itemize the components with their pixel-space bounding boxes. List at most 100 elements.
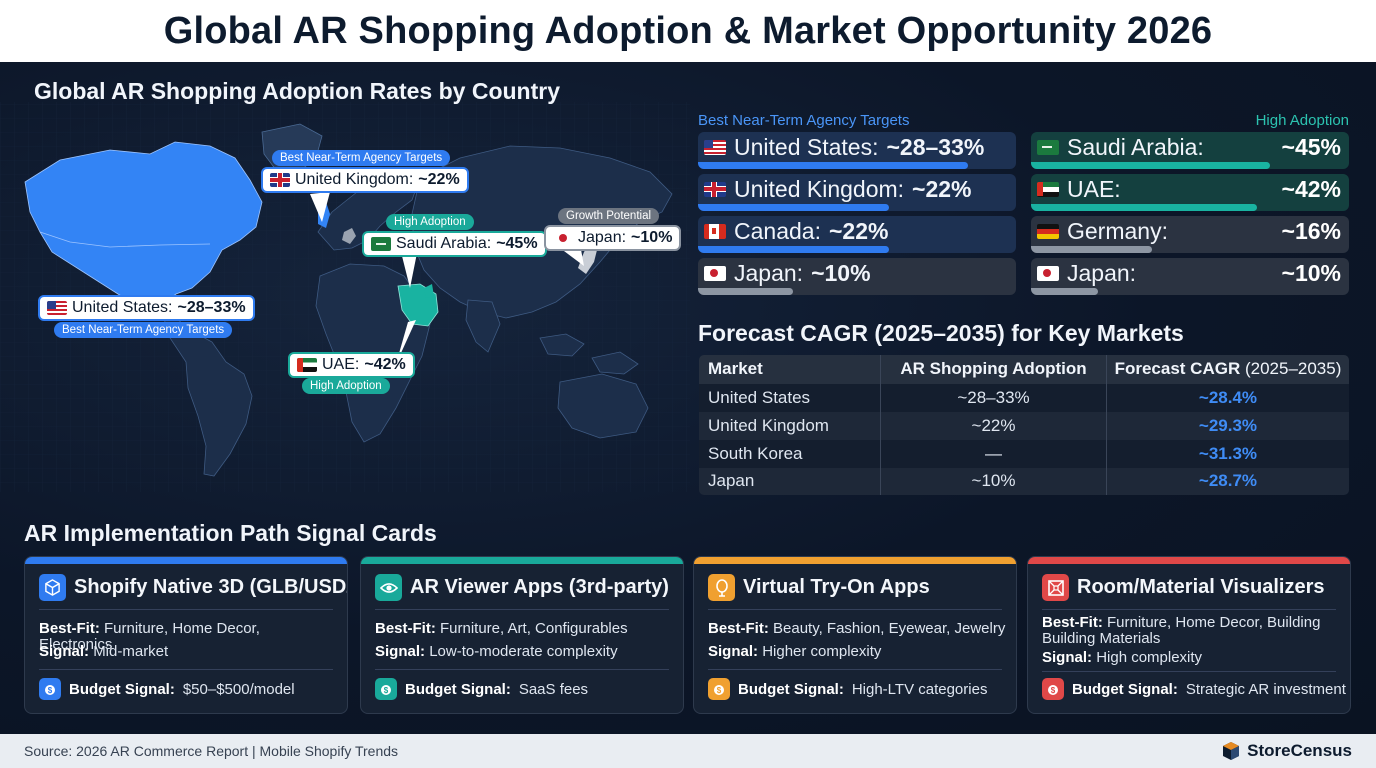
money-bag-icon: $: [39, 678, 61, 700]
bar-label: UAE:: [1037, 176, 1121, 203]
budget-value: SaaS fees: [518, 680, 589, 698]
bar-row: Japan: ~10%: [1031, 258, 1349, 295]
budget-label: Budget Signal:: [738, 680, 844, 698]
bestfit-label: Best-Fit:: [375, 620, 436, 637]
money-bag-icon: $: [708, 678, 730, 700]
card-signal: Signal: Low-to-moderate complexity: [375, 644, 673, 660]
card-divider: [1042, 609, 1336, 610]
uk-callout: United Kingdom: ~22%: [261, 167, 469, 193]
jp-flag-icon: [704, 266, 726, 281]
uk-callout-value: ~22%: [418, 171, 460, 188]
bar-label: Japan: ~10%: [704, 260, 871, 287]
forecast-table: Market AR Shopping Adoption Forecast CAG…: [698, 354, 1350, 496]
bar-value: ~42%: [1281, 176, 1341, 202]
bestfit-value: Furniture, Art, Configurables: [440, 620, 628, 637]
bestfit-value: Beauty, Fashion, Eyewear, Jewelry: [773, 620, 1006, 637]
bar-country: Japan:: [734, 260, 804, 286]
title-bar: Global AR Shopping Adoption & Market Opp…: [0, 0, 1376, 62]
card-title: AR Viewer Apps (3rd-party): [410, 576, 669, 598]
bar-value: ~22%: [828, 218, 889, 244]
card-bestfit: Best-Fit: Beauty, Fashion, Eyewear, Jewe…: [708, 621, 1006, 637]
bar-fill: [1031, 162, 1270, 169]
sa-flag-icon: [371, 237, 391, 251]
col-header-cagr: Forecast CAGR (2025–2035): [1106, 355, 1349, 384]
cube-icon: [39, 574, 66, 601]
us-callout-country: United States:: [72, 299, 173, 316]
col-header-cagr-range: (2025–2035): [1244, 359, 1342, 379]
bar-value: ~16%: [1281, 218, 1341, 244]
signal-card-shopify-3d: Shopify Native 3D (GLB/USDZ) Best-Fit: F…: [24, 556, 348, 714]
bar-fill: [1031, 204, 1257, 211]
bar-fill: [1031, 288, 1098, 295]
bar-row: Japan: ~10%: [698, 258, 1016, 295]
bar-value: ~45%: [1281, 134, 1341, 160]
bar-value: ~28–33%: [886, 134, 985, 160]
bar-row: United States: ~28–33%: [698, 132, 1016, 169]
money-bag-icon: $: [1042, 678, 1064, 700]
card-accent-bar: [25, 557, 347, 564]
bar-label: Saudi Arabia:: [1037, 134, 1204, 161]
bar-fill: [698, 204, 889, 211]
sa-flag-icon: [1037, 140, 1059, 155]
signal-card-room-visualizer: Room/Material Visualizers Best-Fit: Furn…: [1027, 556, 1351, 714]
card-title: Shopify Native 3D (GLB/USDZ): [74, 576, 348, 598]
bar-country: Saudi Arabia:: [1067, 134, 1204, 160]
sa-tag: High Adoption: [386, 214, 474, 230]
card-header: AR Viewer Apps (3rd-party): [375, 574, 669, 601]
card-divider: [375, 609, 669, 610]
world-map: [0, 102, 690, 492]
card-bestfit: Best-Fit: Furniture, Home Decor, Electro…: [39, 621, 337, 653]
signal-value: Higher complexity: [762, 643, 882, 660]
budget-label: Budget Signal:: [1072, 680, 1178, 698]
cell-market: United Kingdom: [699, 411, 881, 440]
jp-flag-icon: [553, 231, 573, 245]
bar-value: ~10%: [811, 260, 871, 286]
card-accent-bar: [694, 557, 1016, 564]
signal-value: High complexity: [1096, 649, 1203, 666]
us-flag-icon: [47, 301, 67, 315]
card-budget: $ Budget Signal: High-LTV categories: [708, 678, 987, 700]
card-bestfit-continued: Building Materials: [1042, 630, 1161, 647]
card-bestfit: Best-Fit: Furniture, Home Decor, Buildin…: [1042, 615, 1340, 631]
signal-label: Signal:: [39, 643, 90, 660]
signal-label: Signal:: [708, 643, 759, 660]
bars-right-heading: High Adoption: [1255, 112, 1349, 129]
eye-icon: [375, 574, 402, 601]
bestfit-value: Furniture, Home Decor, Building: [1107, 614, 1321, 631]
card-divider: [708, 669, 1002, 670]
signal-label: Signal:: [375, 643, 426, 660]
signal-card-virtual-try-on: Virtual Try-On Apps Best-Fit: Beauty, Fa…: [693, 556, 1017, 714]
card-title: Virtual Try-On Apps: [743, 576, 930, 598]
jp-callout: Japan: ~10%: [544, 225, 682, 251]
bar-row: UAE: ~42%: [1031, 174, 1349, 211]
signal-label: Signal:: [1042, 649, 1093, 666]
card-bestfit: Best-Fit: Furniture, Art, Configurables: [375, 621, 673, 637]
table-row: Japan ~10% ~28.7%: [699, 467, 1349, 495]
card-title: Room/Material Visualizers: [1077, 576, 1325, 598]
signal-card-ar-viewer: AR Viewer Apps (3rd-party) Best-Fit: Fur…: [360, 556, 684, 714]
cell-cagr: ~31.3%: [1106, 439, 1349, 468]
bestfit-label: Best-Fit:: [39, 620, 100, 637]
ae-flag-icon: [1037, 182, 1059, 197]
page-title: Global AR Shopping Adoption & Market Opp…: [163, 9, 1213, 52]
col-header-cagr-label: Forecast CAGR: [1114, 359, 1241, 379]
sa-callout-country: Saudi Arabia:: [396, 235, 492, 252]
budget-label: Budget Signal:: [69, 680, 175, 698]
cell-market: South Korea: [699, 439, 881, 468]
cell-market: Japan: [699, 467, 881, 495]
bar-value: ~10%: [1281, 260, 1341, 286]
uk-callout-country: United Kingdom:: [295, 171, 414, 188]
us-tag: Best Near-Term Agency Targets: [54, 322, 233, 338]
money-bag-icon: $: [375, 678, 397, 700]
ae-flag-icon: [297, 358, 317, 372]
cell-adoption: —: [880, 439, 1107, 468]
card-divider: [375, 669, 669, 670]
jp-tag: Growth Potential: [558, 208, 660, 224]
bar-fill: [698, 246, 889, 253]
budget-label: Budget Signal:: [405, 680, 511, 698]
bar-label: Japan:: [1037, 260, 1136, 287]
jp-callout-country: Japan:: [578, 229, 627, 246]
svg-text:$: $: [1051, 686, 1056, 695]
map-heading: Global AR Shopping Adoption Rates by Cou…: [34, 78, 560, 104]
table-row: United Kingdom ~22% ~29.3%: [699, 411, 1349, 440]
